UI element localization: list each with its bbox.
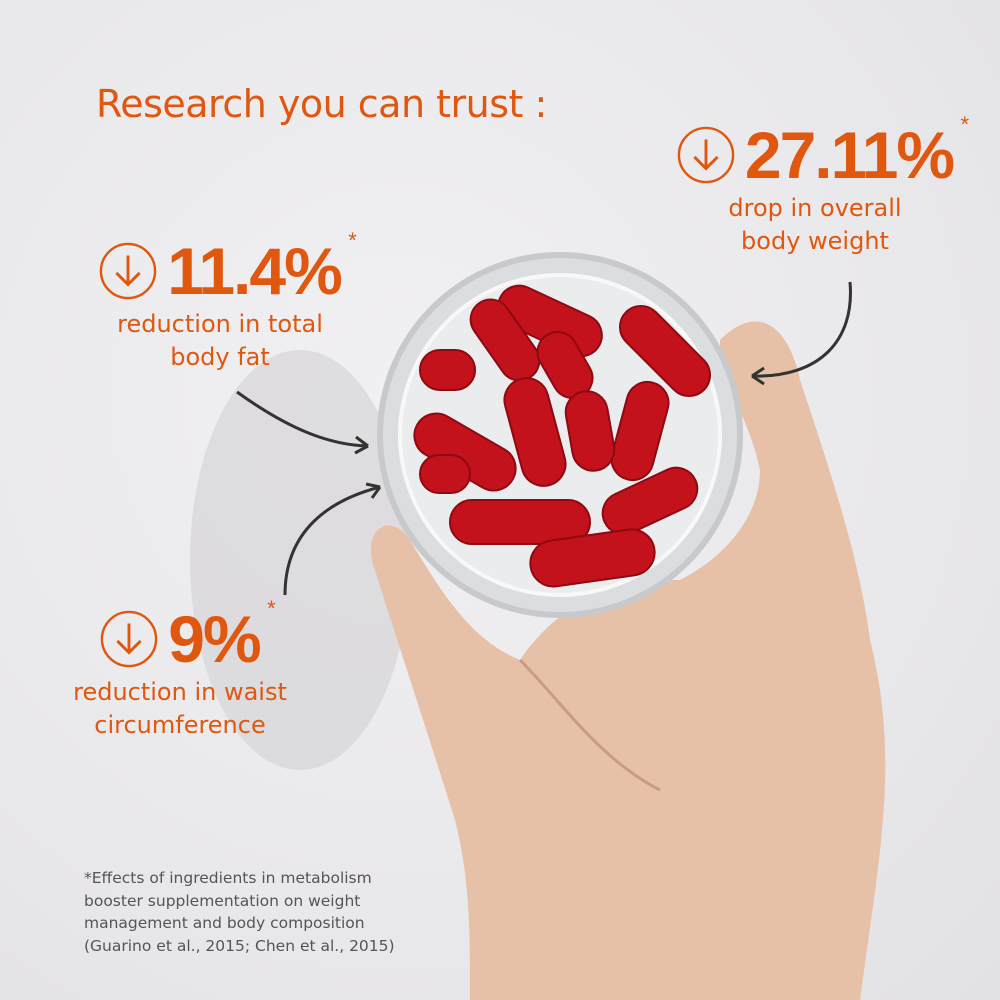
footnote-line: management and body composition [84,914,365,932]
stat-body-fat: 11.4% * reduction in total body fat [80,228,360,374]
footnote: *Effects of ingredients in metabolism bo… [84,867,395,957]
footnote-line: *Effects of ingredients in metabolism [84,869,372,887]
stat-description: body fat [170,343,270,371]
stat-description: circumference [94,711,266,739]
hand-illustration [370,321,886,1000]
arrow-down-circle-icon [677,126,735,184]
footnote-line: booster supplementation on weight [84,891,361,910]
shadow [190,350,410,770]
stat-value: 11.4% * [167,228,356,308]
arrow-down-circle-icon [101,610,158,668]
stat-description: reduction in total [117,310,323,338]
arrow-down-circle-icon [99,242,157,300]
stat-description: body weight [741,227,889,255]
red-capsules [413,284,712,588]
stat-description: reduction in waist [73,678,287,706]
stat-value: 9% * [168,596,275,676]
stat-waist: 9% * reduction in waist circumference [60,596,300,742]
pointer-arrows [236,281,852,596]
stat-body-weight: 27.11% * drop in overall body weight [665,112,969,258]
page-title: Research you can trust : [96,82,547,126]
footnote-line: (Guarino et al., 2015; Chen et al., 2015… [84,936,395,955]
stat-description: drop in overall [728,194,902,222]
stat-value: 27.11% * [744,112,969,192]
